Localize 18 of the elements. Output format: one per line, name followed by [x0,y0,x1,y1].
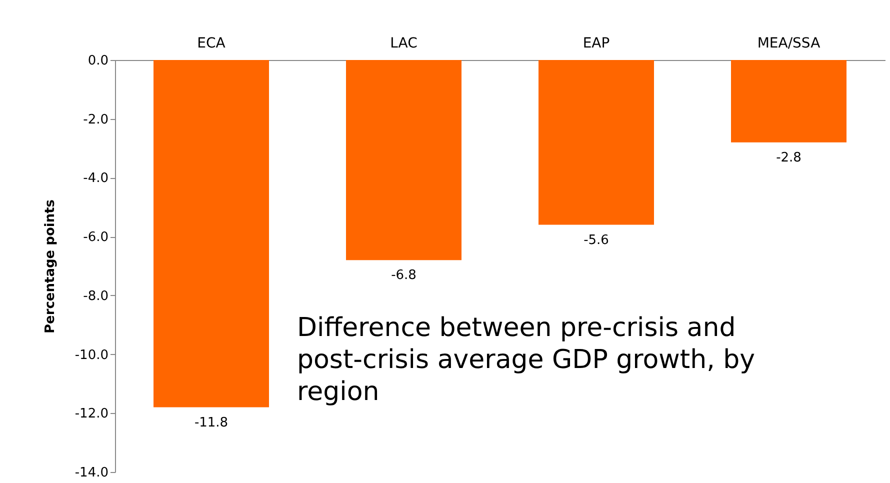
data-label: -5.6 [584,232,609,248]
x-tick-label: ECA [197,36,226,52]
y-tick-label: -12.0 [74,406,108,422]
y-tick-label: -14.0 [74,466,108,480]
x-tick-label: LAC [390,36,418,52]
y-tick-label: -8.0 [83,288,108,304]
x-tick-label: EAP [582,36,610,52]
y-tick-label: 0.0 [88,54,108,68]
y-tick-label: -2.0 [83,112,108,128]
annotation: Difference between pre-crisis and post-crisis average GDP growth, by region [297,313,756,407]
x-tick-label: MEA/SSA [757,36,821,52]
y-tick-label: -4.0 [83,171,108,186]
data-label: -6.8 [391,268,416,284]
y-tick-label: -10.0 [74,348,108,363]
data-label: -2.8 [776,150,802,166]
data-label: -11.8 [194,415,228,430]
y-tick-label: -6.0 [83,230,108,246]
y-axis-title: Percentage points [42,199,58,334]
